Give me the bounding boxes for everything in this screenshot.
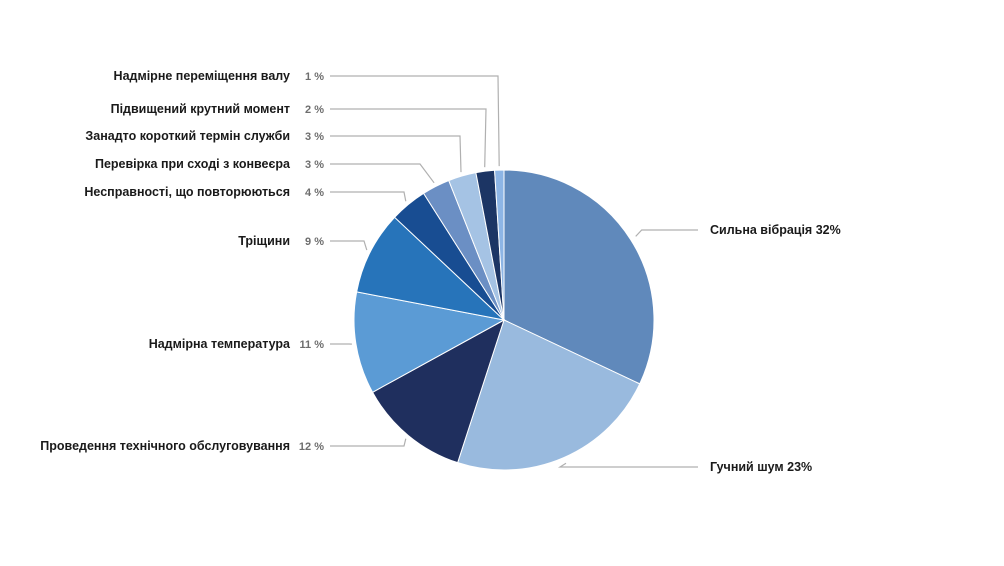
slice-label: Підвищений крутний момент bbox=[111, 102, 290, 116]
leader-line bbox=[330, 191, 407, 202]
leader-line bbox=[330, 135, 462, 173]
slice-label: Занадто короткий термін служби bbox=[85, 129, 290, 143]
slice-label: Перевірка при сході з конвеєра bbox=[95, 157, 291, 171]
leader-line bbox=[635, 229, 698, 237]
pie-slice bbox=[371, 318, 505, 464]
leader-line bbox=[557, 462, 698, 468]
leader-line bbox=[330, 75, 500, 167]
pie-slices bbox=[353, 169, 655, 471]
slice-percent: 9 % bbox=[305, 236, 324, 248]
slice-label: Тріщини bbox=[238, 234, 290, 248]
pie-slice bbox=[353, 291, 506, 393]
slice-percent: 2 % bbox=[305, 104, 324, 116]
slice-label: Надмірна температура bbox=[149, 337, 291, 351]
slice-percent: 3 % bbox=[305, 159, 324, 171]
slice-percent: 11 % bbox=[300, 339, 325, 351]
leader-line bbox=[330, 163, 435, 184]
pie-slice bbox=[503, 169, 655, 385]
slice-percent: 1 % bbox=[305, 71, 324, 83]
slice-label: Проведення технічного обслуговування bbox=[40, 439, 290, 453]
leader-line bbox=[330, 108, 487, 168]
slice-percent: 4 % bbox=[305, 187, 324, 199]
slice-label: Сильна вібрація 32% bbox=[710, 223, 841, 237]
slice-labels: Сильна вібрація 32% Гучний шум 23% 12 % Про… bbox=[40, 69, 840, 474]
slice-label: Гучний шум 23% bbox=[710, 460, 812, 474]
pie-slice bbox=[356, 216, 506, 321]
pie-slice bbox=[457, 319, 641, 471]
slice-label: Несправності, що повторюються bbox=[84, 185, 290, 199]
slice-percent: 3 % bbox=[305, 131, 324, 143]
leader-line bbox=[330, 438, 407, 447]
leader-line bbox=[330, 240, 368, 251]
pie-slice bbox=[494, 169, 505, 321]
slice-label: Надмірне переміщення валу bbox=[114, 69, 291, 83]
leader-lines bbox=[330, 75, 698, 468]
slice-percent: 12 % bbox=[299, 441, 324, 453]
